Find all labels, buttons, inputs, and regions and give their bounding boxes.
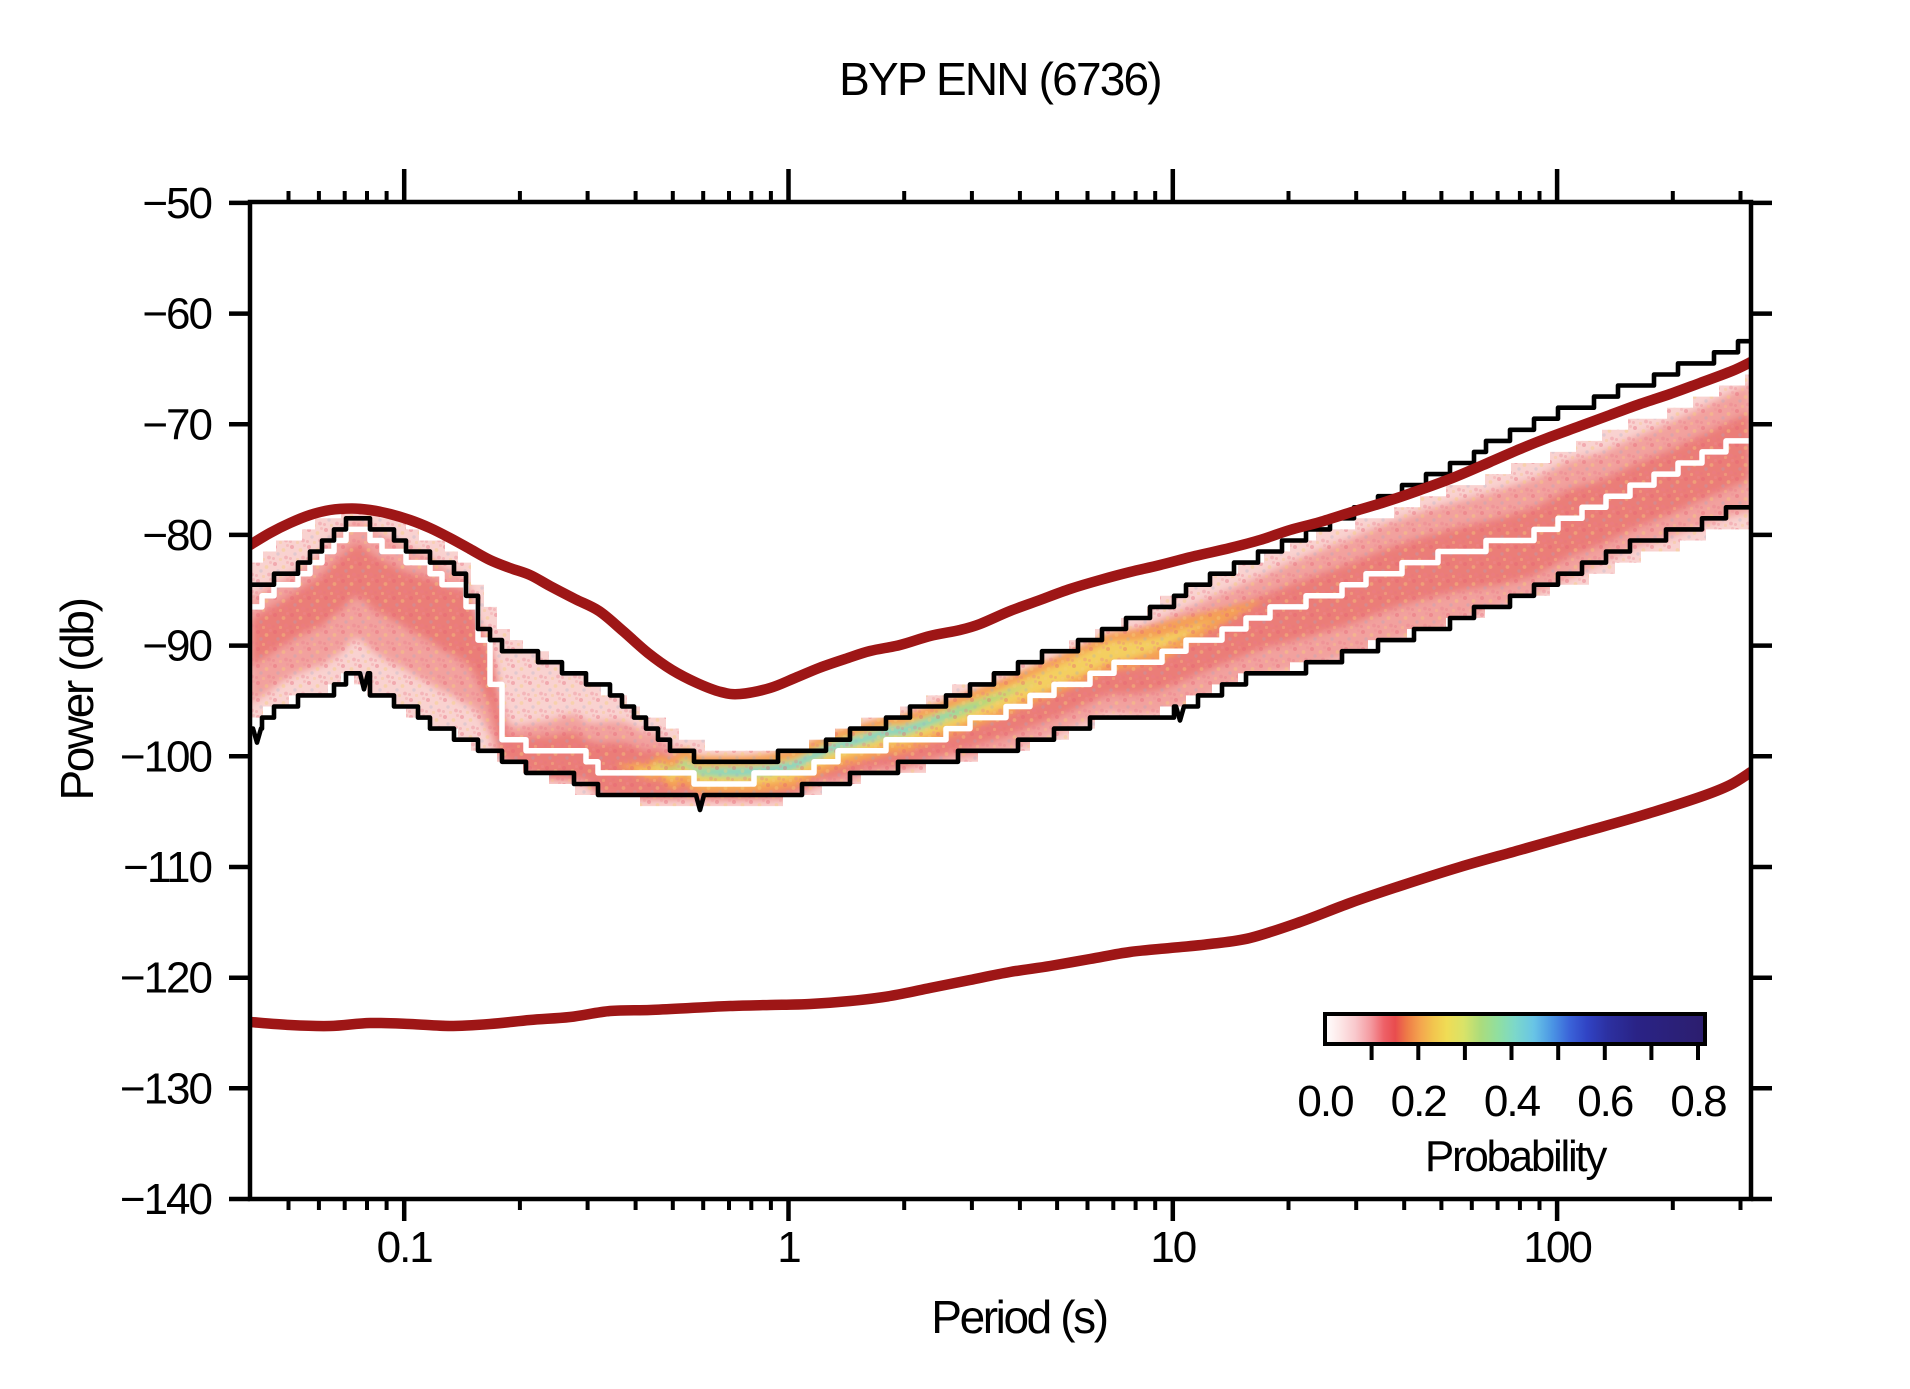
svg-text:0.1: 0.1 [377, 1223, 433, 1272]
svg-text:0.4: 0.4 [1484, 1077, 1541, 1126]
svg-text:0.0: 0.0 [1297, 1077, 1353, 1126]
svg-text:−120: −120 [120, 954, 212, 1003]
svg-text:1: 1 [777, 1223, 800, 1272]
svg-text:0.6: 0.6 [1577, 1077, 1633, 1126]
svg-text:0.8: 0.8 [1670, 1077, 1726, 1126]
svg-text:−50: −50 [142, 179, 211, 228]
svg-text:10: 10 [1150, 1223, 1195, 1272]
svg-text:−140: −140 [120, 1175, 212, 1224]
svg-text:−60: −60 [142, 290, 211, 339]
svg-text:100: 100 [1523, 1223, 1591, 1272]
svg-text:BYP ENN (6736): BYP ENN (6736) [839, 53, 1161, 105]
svg-text:Probability: Probability [1425, 1132, 1607, 1181]
svg-text:Power (db): Power (db) [51, 599, 103, 800]
svg-text:−110: −110 [123, 843, 211, 892]
svg-text:−90: −90 [142, 622, 211, 671]
svg-text:−80: −80 [142, 511, 211, 560]
svg-text:−70: −70 [142, 400, 211, 449]
svg-text:0.2: 0.2 [1391, 1077, 1447, 1126]
svg-text:−100: −100 [120, 732, 212, 781]
svg-text:Period (s): Period (s) [931, 1291, 1106, 1343]
svg-text:−130: −130 [120, 1064, 212, 1113]
